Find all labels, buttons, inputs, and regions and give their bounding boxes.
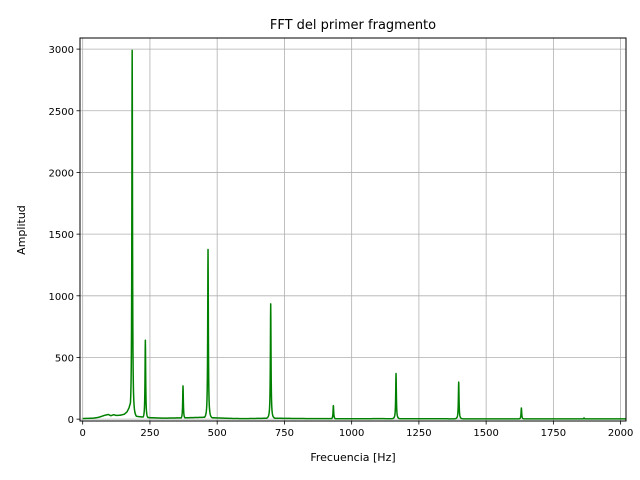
x-tick-label: 0 xyxy=(80,428,86,439)
spectrum-line xyxy=(82,49,627,420)
x-tick-label: 250 xyxy=(140,428,159,439)
x-tick-label: 1250 xyxy=(406,428,431,439)
x-axis-ticks: 0 250 500 750 1000 1250 1500 1750 2000 xyxy=(80,421,633,439)
y-tick-label: 1500 xyxy=(49,230,74,241)
data-series xyxy=(82,49,627,420)
x-tick-label: 500 xyxy=(208,428,227,439)
chart-title: FFT del primer fragmento xyxy=(270,18,436,33)
y-tick-label: 2000 xyxy=(49,168,74,179)
y-tick-label: 2500 xyxy=(49,107,74,118)
plot-background xyxy=(80,38,626,421)
x-tick-label: 1000 xyxy=(339,428,364,439)
plot-frame xyxy=(79,37,627,422)
grid xyxy=(80,38,626,421)
y-tick-label: 1000 xyxy=(49,292,74,303)
y-axis-label: Amplitud xyxy=(15,205,28,255)
y-tick-label: 500 xyxy=(55,353,74,364)
y-axis-ticks: 0 500 1000 1500 2000 2500 3000 xyxy=(49,45,80,426)
x-tick-label: 750 xyxy=(275,428,294,439)
x-tick-label: 1750 xyxy=(541,428,566,439)
x-tick-label: 1500 xyxy=(473,428,498,439)
y-tick-label: 0 xyxy=(68,415,74,426)
x-axis-label: Frecuencia [Hz] xyxy=(310,451,395,464)
y-tick-label: 3000 xyxy=(49,45,74,56)
x-tick-label: 2000 xyxy=(608,428,633,439)
